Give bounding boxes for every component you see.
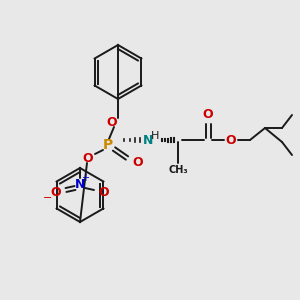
Text: O: O: [203, 107, 213, 121]
Text: O: O: [226, 134, 236, 146]
Text: O: O: [51, 185, 61, 199]
Text: O: O: [99, 185, 109, 199]
Text: O: O: [107, 116, 117, 128]
Text: +: +: [81, 173, 89, 183]
Text: O: O: [83, 152, 93, 164]
Text: −: −: [43, 193, 53, 203]
Text: P: P: [103, 138, 113, 152]
Text: H: H: [151, 131, 159, 141]
Text: N: N: [143, 134, 153, 146]
Text: N: N: [75, 178, 85, 190]
Text: CH₃: CH₃: [168, 165, 188, 175]
Text: O: O: [133, 155, 143, 169]
